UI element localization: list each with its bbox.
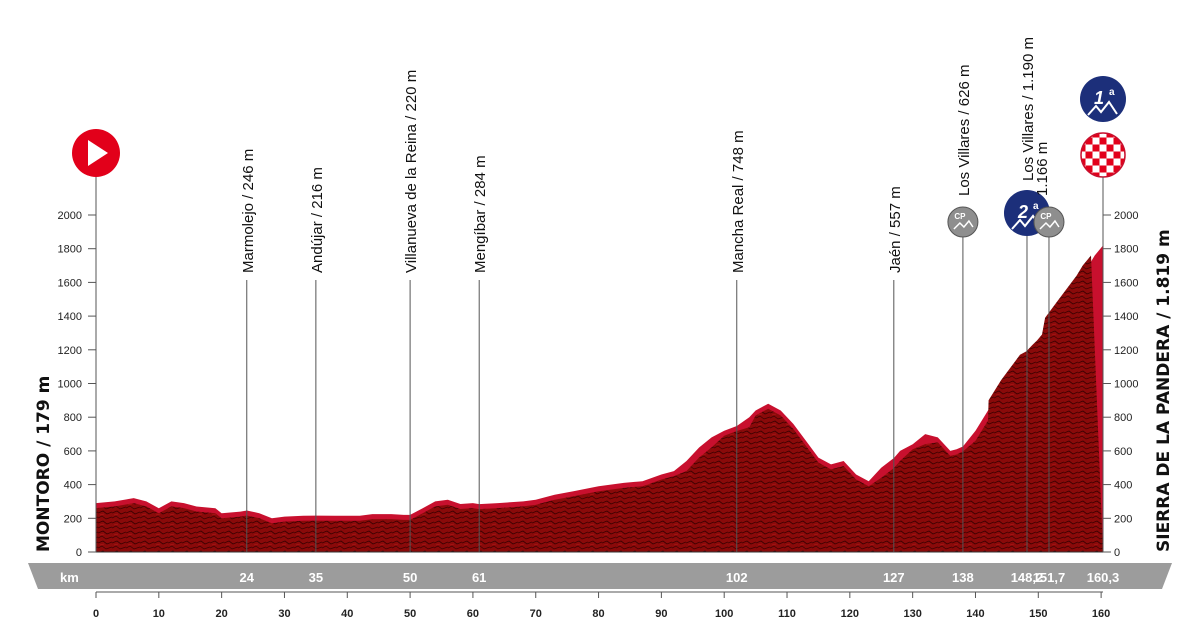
elevation-profile-terrain: [96, 255, 1103, 552]
route-point: 127 Jaén / 557 m: [883, 186, 905, 585]
x-tick-label: 30: [278, 608, 290, 620]
y-tick-label-left: 1400: [58, 311, 82, 323]
point-name-label: Los Villares / 1.190 m: [1020, 37, 1037, 181]
x-tick-label: 40: [341, 608, 353, 620]
x-tick-label: 20: [216, 608, 228, 620]
km-label: 138: [952, 570, 974, 585]
km-label: 151,7: [1033, 570, 1066, 585]
sprint-mountain-icon: [1039, 219, 1060, 230]
y-axis-right: 0 200 400 600 800 1000 1200 1400 1600 1800 2000: [1103, 210, 1138, 559]
y-tick-label-left: 400: [64, 480, 82, 492]
point-name-label: Villanueva de la Reina / 220 m: [403, 70, 420, 273]
y-tick-label-left: 200: [64, 513, 82, 525]
km-label: 24: [240, 570, 255, 585]
point-name-label: Marmolejo / 246 m: [240, 149, 257, 273]
x-tick-label: 140: [966, 608, 984, 620]
point-name-label: Mengíbar / 284 m: [472, 155, 489, 273]
point-name-label: Jaén / 557 m: [887, 186, 904, 273]
km-label: 35: [309, 570, 323, 585]
y-tick-label-left: 600: [64, 446, 82, 458]
x-tick-label: 10: [153, 608, 165, 620]
route-point: 24 Marmolejo / 246 m: [240, 149, 257, 585]
x-tick-label: 160: [1092, 608, 1110, 620]
x-tick-label: 50: [404, 608, 416, 620]
y-tick-label-right: 600: [1114, 446, 1132, 458]
km-band: [28, 563, 1172, 589]
route-point: 61 Mengíbar / 284 m: [472, 155, 489, 585]
x-tick-label: 0: [93, 608, 99, 620]
x-tick-label: 80: [592, 608, 604, 620]
climb-category-text: 1: [1094, 88, 1104, 108]
start-play-icon: [72, 129, 120, 177]
climb-category-sup: a: [1033, 201, 1039, 212]
y-tick-label-left: 1800: [58, 244, 82, 256]
climb-category-text: 2: [1017, 202, 1028, 222]
route-point: 138 CP Los Villares / 626 m: [947, 65, 979, 585]
y-tick-label-left: 1600: [58, 277, 82, 289]
y-tick-label-left: 1000: [58, 379, 82, 391]
y-tick-label-left: 2000: [58, 210, 82, 222]
sprint-badge-icon: [1033, 206, 1065, 238]
sprint-badge-icon: [947, 206, 979, 238]
x-tick-label: 90: [655, 608, 667, 620]
y-tick-label-left: 1200: [58, 345, 82, 357]
y-tick-label-left: 800: [64, 412, 82, 424]
x-tick-label: 100: [715, 608, 733, 620]
point-name-label: 1.166 m: [1034, 142, 1051, 196]
km-label: 102: [726, 570, 748, 585]
route-point: 160,3 1 a: [1080, 76, 1126, 585]
start-label: MONTORO / 179 m: [34, 376, 54, 552]
climb-category-sup: a: [1109, 87, 1115, 98]
route-point: 50 Villanueva de la Reina / 220 m: [403, 70, 420, 585]
y-tick-label-right: 200: [1114, 513, 1132, 525]
x-axis: 0 10 20 30 40 50 60 70 80 90 100 110 120 130 140 150 160: [93, 591, 1110, 620]
x-tick-label: 120: [841, 608, 859, 620]
y-tick-label-right: 400: [1114, 480, 1132, 492]
route-point: 151,7 CP 1.166 m: [1033, 142, 1066, 585]
point-name-label: Mancha Real / 748 m: [730, 130, 747, 273]
point-name-label: Los Villares / 626 m: [956, 65, 973, 196]
sprint-badge-text: CP: [1040, 212, 1052, 221]
km-label: 50: [403, 570, 417, 585]
km-label: 61: [472, 570, 486, 585]
y-axis-left: 0 200 400 600 800 1000 1200 1400 1600 1800 2000: [58, 210, 96, 559]
km-label: 127: [883, 570, 905, 585]
x-tick-label: 60: [467, 608, 479, 620]
y-tick-label-right: 1400: [1114, 311, 1138, 323]
y-tick-label-right: 1800: [1114, 244, 1138, 256]
route-point: 35 Andújar / 216 m: [309, 167, 326, 585]
y-tick-label-right: 0: [1114, 547, 1120, 559]
route-point: 148,2 2 a Los Villares / 1.190 m: [1003, 37, 1050, 585]
y-tick-label-right: 1000: [1114, 379, 1138, 391]
climb-mountain-icon: [1087, 100, 1118, 116]
route-point: 102 Mancha Real / 748 m: [726, 130, 748, 585]
x-tick-label: 70: [530, 608, 542, 620]
route-points: 24 Marmolejo / 246 m 35 Andújar / 216 m 50 Vi…: [240, 37, 1126, 585]
x-tick-label: 130: [903, 608, 921, 620]
x-tick-label: 150: [1029, 608, 1047, 620]
y-tick-label-right: 1200: [1114, 345, 1138, 357]
finish-label: SIERRA DE LA PANDERA / 1.819 m: [1154, 229, 1174, 552]
y-tick-label-left: 0: [76, 547, 82, 559]
point-name-label: Andújar / 216 m: [309, 167, 326, 273]
km-label: 148,2: [1011, 570, 1044, 585]
finish-checkered-icon: [1080, 132, 1126, 178]
y-tick-label-right: 2000: [1114, 210, 1138, 222]
y-tick-label-right: 800: [1114, 412, 1132, 424]
y-tick-label-right: 1600: [1114, 277, 1138, 289]
km-unit-label: km: [60, 570, 79, 585]
sprint-badge-text: CP: [954, 212, 966, 221]
sprint-mountain-icon: [953, 219, 974, 230]
x-tick-label: 110: [778, 608, 796, 620]
km-label: 160,3: [1087, 570, 1120, 585]
